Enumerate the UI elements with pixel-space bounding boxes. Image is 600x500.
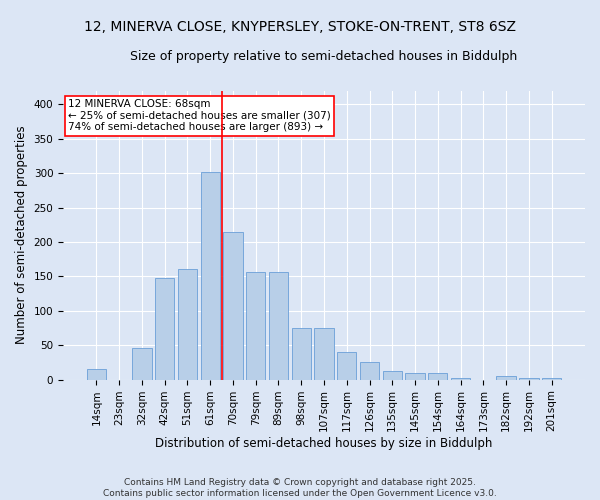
Bar — [200, 172, 220, 380]
Bar — [314, 328, 334, 380]
Bar — [451, 378, 470, 380]
Bar — [542, 378, 561, 380]
Bar — [132, 348, 152, 380]
Bar — [360, 362, 379, 380]
Bar — [428, 374, 448, 380]
Bar — [406, 372, 425, 380]
Title: Size of property relative to semi-detached houses in Biddulph: Size of property relative to semi-detach… — [130, 50, 518, 63]
Bar — [337, 352, 356, 380]
Bar — [496, 376, 516, 380]
Bar — [383, 372, 402, 380]
Bar — [223, 232, 242, 380]
Bar — [155, 278, 175, 380]
Text: Contains HM Land Registry data © Crown copyright and database right 2025.
Contai: Contains HM Land Registry data © Crown c… — [103, 478, 497, 498]
Y-axis label: Number of semi-detached properties: Number of semi-detached properties — [15, 126, 28, 344]
Text: 12 MINERVA CLOSE: 68sqm
← 25% of semi-detached houses are smaller (307)
74% of s: 12 MINERVA CLOSE: 68sqm ← 25% of semi-de… — [68, 99, 331, 132]
Bar — [292, 328, 311, 380]
Bar — [87, 370, 106, 380]
Bar — [178, 270, 197, 380]
Bar — [269, 272, 288, 380]
Bar — [246, 272, 265, 380]
X-axis label: Distribution of semi-detached houses by size in Biddulph: Distribution of semi-detached houses by … — [155, 437, 493, 450]
Text: 12, MINERVA CLOSE, KNYPERSLEY, STOKE-ON-TRENT, ST8 6SZ: 12, MINERVA CLOSE, KNYPERSLEY, STOKE-ON-… — [84, 20, 516, 34]
Bar — [519, 378, 539, 380]
